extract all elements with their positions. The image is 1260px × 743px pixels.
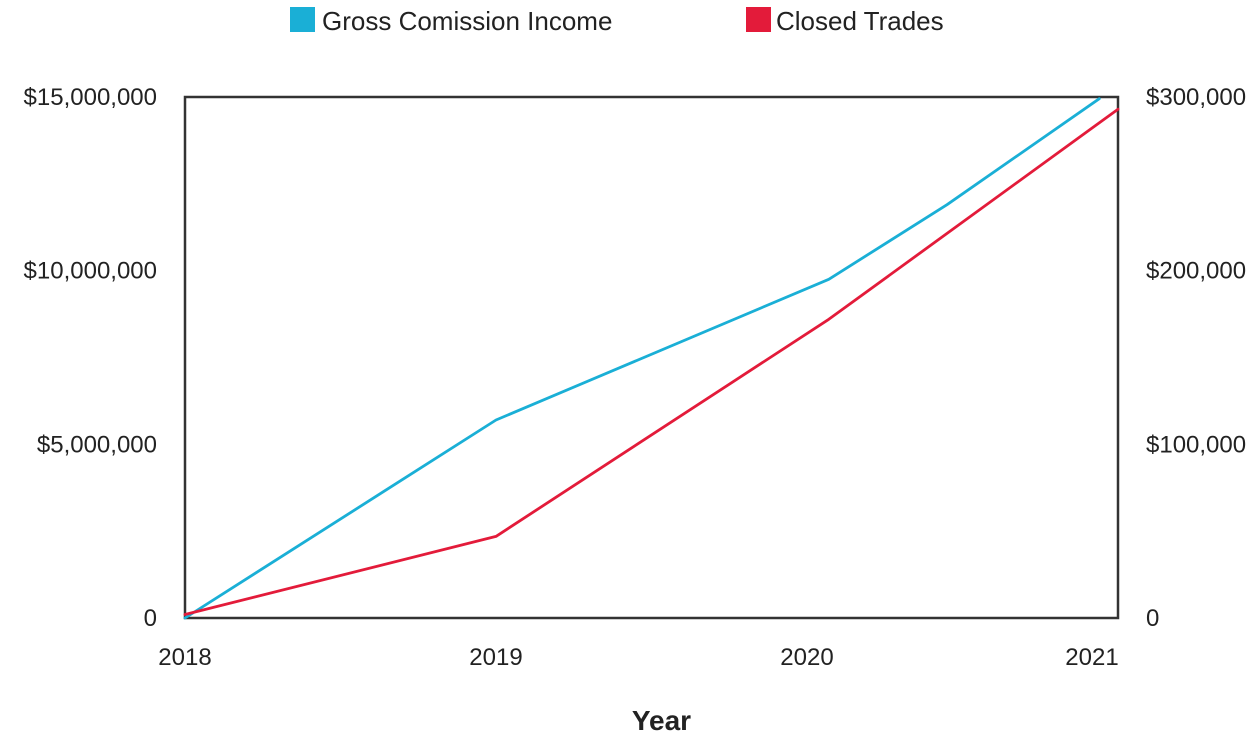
series-line-gross-commission-income xyxy=(183,97,1101,620)
right-y-tick-label: 0 xyxy=(1146,605,1159,632)
left-y-tick-label: 0 xyxy=(144,605,157,632)
series-lines xyxy=(183,97,1120,620)
right-y-axis: 0 $100,000 $200,000 $300,000 xyxy=(1146,84,1246,632)
plot-area-frame xyxy=(183,95,1120,620)
legend-swatch xyxy=(290,7,315,32)
x-axis: 2018 2019 2020 2021 xyxy=(158,644,1118,671)
left-y-tick-label: $15,000,000 xyxy=(24,84,157,111)
x-tick-label: 2019 xyxy=(469,644,522,671)
x-tick-label: 2020 xyxy=(780,644,833,671)
left-y-tick-label: $10,000,000 xyxy=(24,258,157,285)
left-y-axis: 0 $5,000,000 $10,000,000 $15,000,000 xyxy=(24,84,157,632)
right-y-tick-label: $200,000 xyxy=(1146,258,1246,285)
legend-label: Gross Comission Income xyxy=(322,6,612,36)
left-y-tick-label: $5,000,000 xyxy=(37,431,157,458)
legend: Gross Comission Income Closed Trades xyxy=(290,6,944,36)
right-y-tick-label: $100,000 xyxy=(1146,431,1246,458)
x-tick-label: 2021 xyxy=(1065,644,1118,671)
x-tick-label: 2018 xyxy=(158,644,211,671)
legend-swatch xyxy=(746,7,771,32)
legend-label: Closed Trades xyxy=(776,6,944,36)
series-line-closed-trades xyxy=(183,107,1120,616)
right-y-tick-label: $300,000 xyxy=(1146,84,1246,111)
x-axis-title: Year xyxy=(632,705,691,736)
